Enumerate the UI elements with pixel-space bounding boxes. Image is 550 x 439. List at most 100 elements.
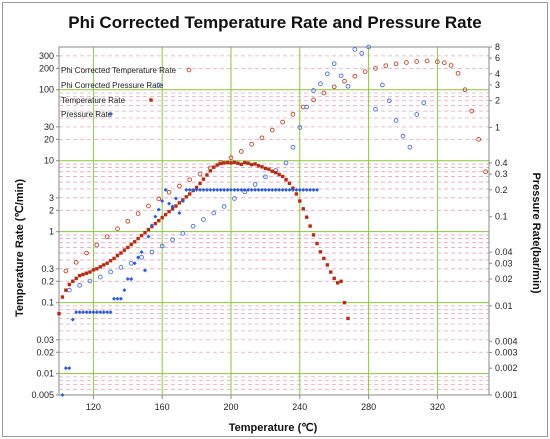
legend-label: Phi Corrected Temperature Rate	[61, 66, 177, 75]
y-left-tick-label: 0.02	[36, 347, 54, 357]
data-point	[476, 136, 482, 142]
data-point	[143, 230, 147, 235]
data-point	[455, 71, 461, 76]
data-point	[129, 277, 134, 281]
data-point	[187, 177, 193, 183]
data-point	[274, 170, 278, 175]
data-point	[236, 161, 240, 165]
data-point	[277, 172, 281, 177]
data-point	[287, 187, 292, 192]
data-point	[198, 181, 202, 186]
legend-marker	[186, 67, 192, 73]
data-point	[136, 236, 140, 241]
data-point	[60, 295, 65, 299]
data-point	[421, 100, 426, 106]
data-point	[352, 47, 358, 52]
data-point	[163, 212, 168, 217]
data-point	[208, 169, 213, 173]
data-point	[70, 317, 75, 322]
data-point	[249, 162, 254, 167]
data-point	[191, 187, 196, 192]
data-point	[277, 187, 282, 192]
data-point	[105, 261, 109, 265]
data-point	[266, 187, 271, 192]
data-point	[118, 296, 123, 301]
data-point	[119, 251, 123, 255]
data-point	[294, 192, 299, 196]
data-point	[177, 183, 182, 189]
data-point	[301, 187, 306, 192]
data-point	[115, 296, 120, 301]
data-point	[153, 214, 158, 219]
data-point	[400, 133, 406, 139]
data-point	[74, 276, 78, 281]
data-point	[136, 255, 141, 260]
data-point	[222, 161, 226, 165]
y-left-tick-label: 1	[49, 227, 54, 237]
data-point	[414, 59, 420, 64]
y-right-tick-label: 0.04	[495, 247, 513, 257]
data-point	[373, 106, 378, 112]
data-point	[332, 276, 336, 281]
data-point	[101, 310, 106, 315]
data-point	[180, 198, 185, 203]
data-point	[287, 181, 292, 186]
data-point	[315, 241, 319, 246]
y-left-axis-title: Temperature Rate (℃/min)	[14, 179, 26, 317]
y-right-tick-label: 0.01	[495, 301, 513, 311]
data-point	[311, 97, 316, 103]
data-point	[256, 187, 261, 192]
data-point	[180, 231, 186, 236]
data-point	[194, 185, 199, 190]
data-point	[284, 178, 288, 182]
data-point	[128, 260, 134, 266]
x-tick-label: 320	[430, 402, 445, 412]
data-point	[201, 187, 206, 192]
data-point	[270, 187, 275, 192]
y-right-tick-label: 0.03	[495, 258, 513, 268]
data-point	[294, 187, 299, 192]
data-point	[462, 87, 468, 93]
data-point	[267, 167, 271, 171]
data-point	[252, 182, 258, 187]
data-point	[362, 69, 368, 74]
data-point	[483, 169, 488, 175]
data-point	[139, 233, 144, 238]
data-point	[149, 249, 155, 255]
x-tick-label: 200	[223, 402, 238, 412]
data-point	[167, 209, 171, 214]
data-point	[115, 253, 120, 258]
data-point	[243, 160, 247, 165]
data-point	[298, 199, 302, 203]
y-left-tick-label: 20	[44, 134, 54, 144]
data-point	[297, 187, 302, 192]
data-point	[239, 162, 244, 166]
data-point	[253, 162, 257, 166]
data-point	[393, 61, 399, 67]
data-point	[269, 127, 275, 133]
legend-label: Pressure Rate	[61, 110, 113, 119]
y-left-tick-label: 300	[39, 51, 54, 61]
y-right-tick-label: 0.003	[495, 347, 518, 357]
data-point	[88, 270, 92, 274]
data-point	[157, 218, 161, 223]
data-point	[373, 66, 378, 71]
data-point	[232, 187, 237, 192]
data-point	[239, 187, 244, 192]
data-point	[407, 144, 413, 150]
data-point	[229, 161, 233, 165]
y-left-tick-label: 200	[39, 63, 54, 73]
data-point	[60, 393, 65, 397]
y-right-tick-label: 1	[495, 123, 500, 133]
data-point	[215, 187, 220, 192]
data-point	[184, 195, 188, 199]
x-tick-label: 120	[86, 402, 101, 412]
data-point	[232, 160, 237, 164]
data-point	[63, 366, 68, 371]
data-point	[324, 71, 330, 77]
data-point	[311, 233, 316, 237]
y-right-tick-label: 3	[495, 80, 500, 90]
data-point	[139, 254, 144, 260]
data-point	[122, 248, 127, 252]
data-point	[205, 173, 209, 177]
